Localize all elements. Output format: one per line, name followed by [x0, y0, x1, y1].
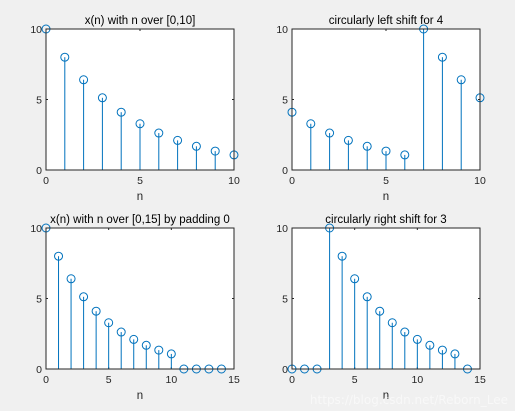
y-tick-label: 5 [36, 95, 42, 107]
stem-marker [350, 274, 360, 284]
y-tick-label: 5 [36, 294, 42, 306]
x-tick-label: 10 [165, 374, 177, 386]
x-tick-label: 10 [411, 374, 423, 386]
stem-marker [306, 119, 316, 129]
y-tick-label: 5 [282, 294, 288, 306]
x-tick-label: 10 [474, 175, 486, 187]
subplot-title: circularly left shift for 4 [329, 15, 444, 27]
stem-marker [141, 340, 151, 350]
stem-marker [191, 141, 201, 151]
stem-marker [450, 349, 460, 359]
subplot-title: x(n) with n over [0,10] [85, 15, 196, 27]
stem-marker [154, 128, 164, 138]
stem-marker [104, 318, 114, 328]
stem-marker [381, 146, 391, 156]
x-axis-label: n [137, 390, 143, 402]
x-tick-label: 5 [352, 374, 358, 386]
x-tick-label: 10 [228, 175, 240, 187]
stem-marker [116, 107, 126, 117]
stem-marker [54, 251, 64, 261]
plot-area [46, 228, 234, 369]
stem-marker [91, 306, 101, 316]
y-tick-label: 10 [276, 24, 288, 36]
subplot-zero-padded-0-15: 0 5 10 15 0 5 10 x(n) with n over [0,15] by pad… [30, 214, 240, 402]
x-tick-label: 0 [43, 374, 49, 386]
stem-marker [325, 128, 335, 138]
stem-marker [437, 345, 447, 355]
stem-marker [362, 141, 372, 151]
stem-marker [129, 334, 139, 344]
stem-marker [456, 75, 466, 85]
stem-marker [437, 52, 447, 62]
x-tick-label: 15 [228, 374, 240, 386]
x-axis-label: n [383, 191, 389, 203]
stem-marker [173, 135, 183, 145]
axes-box [45, 28, 235, 171]
y-tick-label: 0 [282, 364, 288, 376]
x-tick-label: 0 [43, 175, 49, 187]
x-tick-label: 0 [289, 374, 295, 386]
stem-marker [362, 292, 372, 302]
axes-box [45, 227, 235, 370]
stem-marker [400, 327, 410, 337]
x-tick-label: 5 [137, 175, 143, 187]
stem-marker [400, 150, 410, 160]
y-tick-label: 0 [36, 165, 42, 177]
y-tick-label: 5 [282, 95, 288, 107]
subplot-title: x(n) with n over [0,15] by padding 0 [50, 214, 230, 226]
stem-marker [135, 119, 145, 129]
stem-marker [210, 146, 220, 156]
stem-marker [79, 292, 89, 302]
plot-area [292, 29, 480, 170]
subplot-left-shift-4: 0 5 10 0 5 10 circularly left shift for 4 n [276, 15, 486, 203]
axes-box [291, 28, 481, 171]
stem-marker [166, 349, 176, 359]
y-tick-label: 10 [30, 24, 42, 36]
stem-marker [412, 334, 422, 344]
y-tick-label: 10 [276, 223, 288, 235]
stem-marker [387, 318, 397, 328]
stem-marker [337, 251, 347, 261]
stem-marker [79, 75, 89, 85]
subplot-original-0-10: 0 5 10 0 5 10 x(n) with n over [0,10] n [30, 15, 240, 203]
stem-marker [425, 340, 435, 350]
plot-area [292, 228, 480, 369]
x-tick-label: 15 [474, 374, 486, 386]
stem-marker [60, 52, 70, 62]
subplot-title: circularly right shift for 3 [325, 214, 446, 226]
axes-box [291, 227, 481, 370]
x-axis-label: n [383, 390, 389, 402]
x-axis-label: n [137, 191, 143, 203]
stem-marker [116, 327, 126, 337]
stem-marker [66, 274, 76, 284]
watermark: https://blog.csdn.net/Reborn_Lee [310, 393, 508, 407]
stem-marker [154, 345, 164, 355]
stem-marker [97, 93, 107, 103]
y-tick-label: 10 [30, 223, 42, 235]
stem-marker [343, 135, 353, 145]
x-tick-label: 5 [106, 374, 112, 386]
subplot-right-shift-3: 0 5 10 15 0 5 10 circularly right shift for 3 n [276, 214, 486, 402]
stem-marker [375, 306, 385, 316]
x-tick-label: 0 [289, 175, 295, 187]
x-tick-label: 5 [383, 175, 389, 187]
y-tick-label: 0 [282, 165, 288, 177]
y-tick-label: 0 [36, 364, 42, 376]
